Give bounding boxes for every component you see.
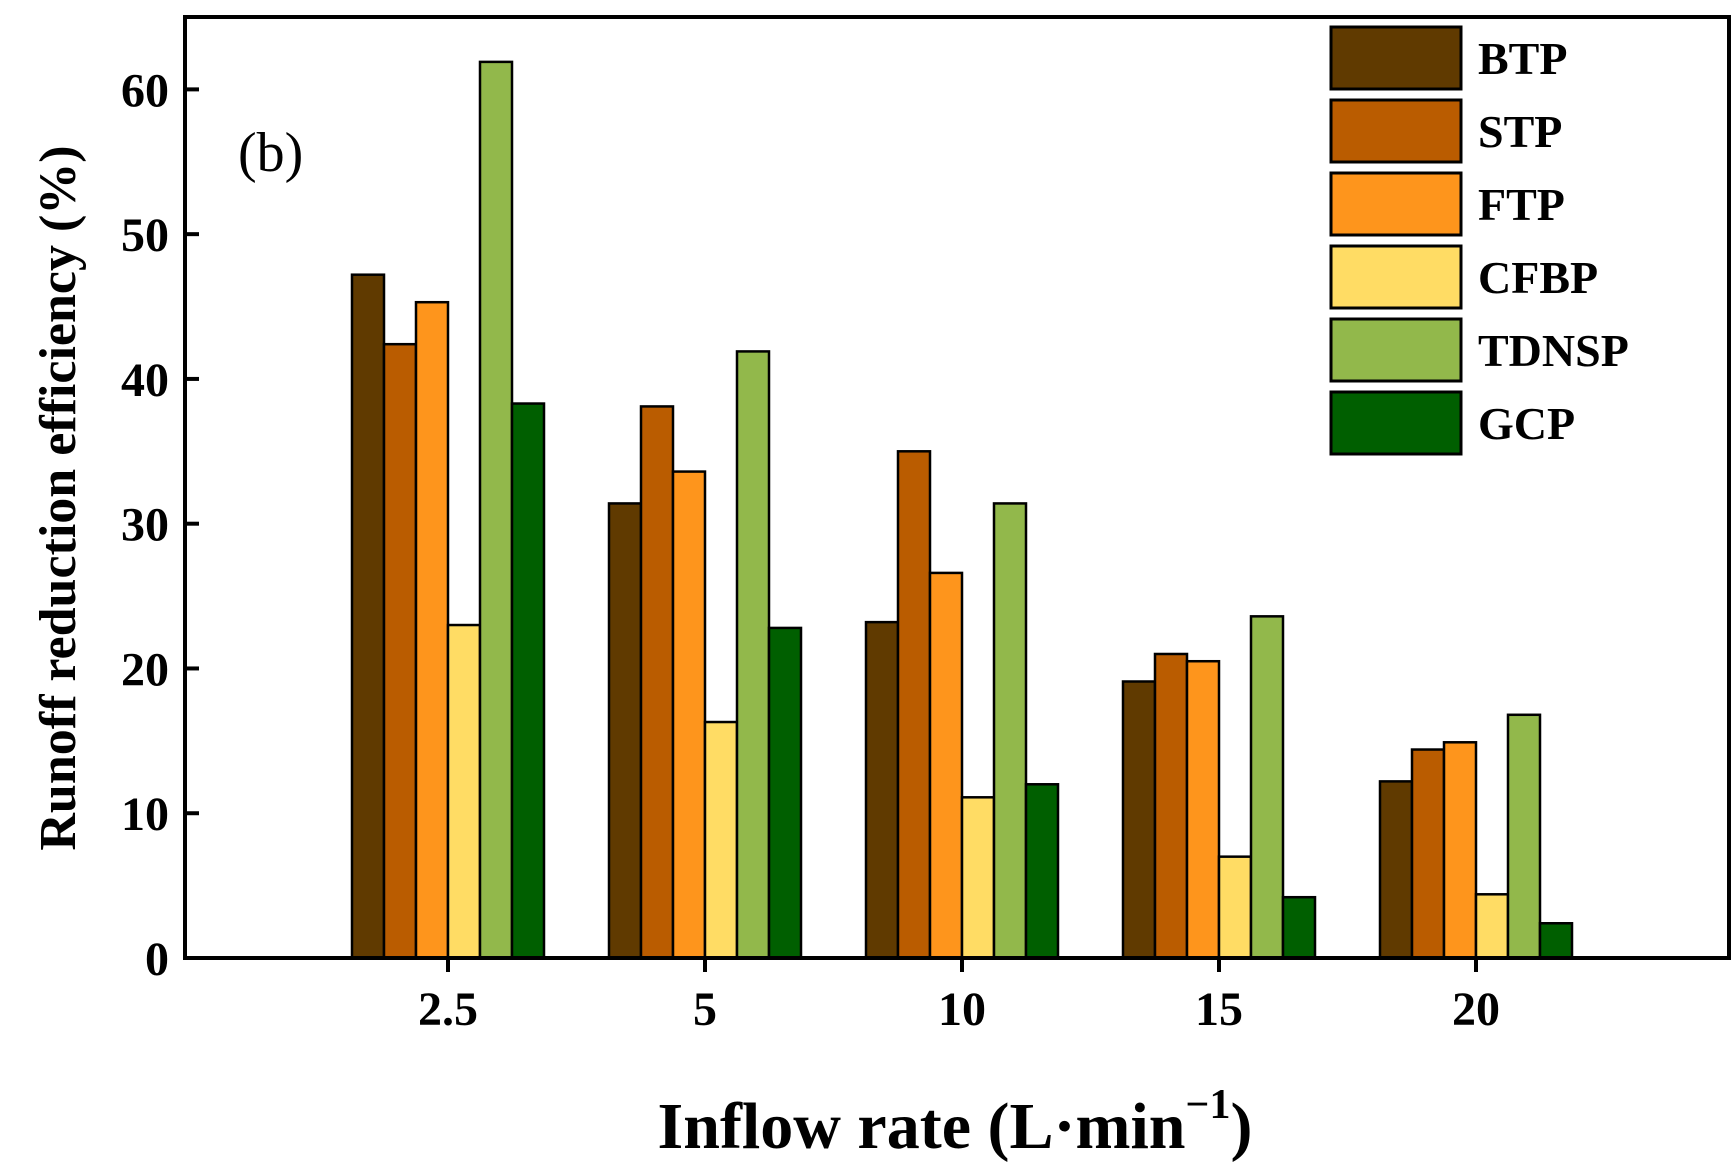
legend-label-gcp: GCP [1478,398,1575,449]
bar-stp-20 [1410,748,1446,960]
bar-gcp-5 [767,626,803,960]
y-tick-label: 0 [145,933,169,986]
bar-btp-5 [607,502,643,960]
bar-cfbp-20 [1474,893,1510,960]
legend-swatch-stp [1329,98,1463,164]
x-axis-title: Inflow rate (L·min−1) [658,1082,1253,1163]
bar-tdnsp-5 [735,350,771,960]
bar-stp-5 [639,405,675,960]
y-axis-title: Runoff reduction efficiency (%) [30,145,87,850]
bar-btp-20 [1378,780,1414,960]
legend-swatch-ftp [1329,171,1463,237]
x-axis-title-close: ) [1230,1090,1252,1163]
bar-btp-15 [1121,680,1157,960]
legend-swatch-btp [1329,25,1463,91]
x-axis-title-superscript: −1 [1186,1082,1231,1128]
y-tick-label: 50 [121,209,169,262]
bar-gcp-20 [1538,922,1574,960]
y-axis: 0 10 20 30 40 50 60 [121,64,199,986]
bar-gcp-15 [1281,895,1317,960]
bar-stp-15 [1153,652,1189,960]
legend: BTP STP FTP CFBP TDNSP GCP [1329,25,1629,456]
bar-ftp-5 [671,470,707,960]
legend-label-cfbp: CFBP [1478,252,1598,303]
x-axis: 2.5 5 10 15 20 [418,958,1500,1036]
legend-swatch-tdnsp [1329,317,1463,383]
plot-frame [183,15,1731,960]
bars-layer [350,60,1574,960]
bar-gcp-10 [1024,783,1060,960]
bar-tdnsp-15 [1249,615,1285,960]
x-tick-label: 2.5 [418,983,478,1036]
bar-btp-2_5 [350,273,386,960]
bar-stp-10 [896,450,932,960]
bar-cfbp-5 [703,720,739,960]
bar-ftp-20 [1442,741,1478,960]
bar-stp-2_5 [382,342,418,960]
x-tick-label: 20 [1452,983,1500,1036]
bar-btp-10 [864,620,900,960]
x-tick-label: 5 [693,983,717,1036]
bar-ftp-15 [1185,659,1221,960]
legend-label-tdnsp: TDNSP [1478,325,1629,376]
bar-tdnsp-20 [1506,713,1542,960]
bar-tdnsp-10 [992,502,1028,960]
bar-cfbp-10 [960,796,996,960]
x-tick-label: 10 [938,983,986,1036]
bar-ftp-10 [928,571,964,960]
legend-swatch-cfbp [1329,244,1463,310]
legend-label-btp: BTP [1478,33,1567,84]
legend-swatch-gcp [1329,390,1463,456]
legend-label-stp: STP [1478,106,1562,157]
x-axis-title-main: Inflow rate (L·min [658,1090,1186,1163]
bar-cfbp-15 [1217,855,1253,960]
x-tick-label: 15 [1195,983,1243,1036]
y-tick-label: 10 [121,788,169,841]
bar-tdnsp-2_5 [478,60,514,960]
bar-cfbp-2_5 [446,623,482,960]
y-tick-label: 30 [121,499,169,552]
bar-ftp-2_5 [414,300,450,960]
panel-label: (b) [238,122,303,184]
legend-label-ftp: FTP [1478,179,1565,230]
y-tick-label: 60 [121,64,169,117]
y-tick-label: 20 [121,643,169,696]
bar-gcp-2_5 [510,402,546,960]
y-tick-label: 40 [121,354,169,407]
